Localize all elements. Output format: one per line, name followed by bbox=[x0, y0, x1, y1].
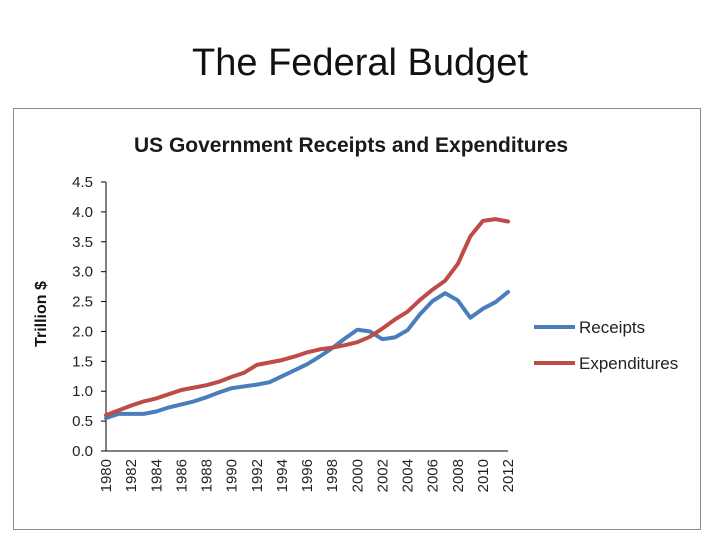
y-tick-label: 3.0 bbox=[72, 264, 93, 281]
x-tick-label: 1994 bbox=[274, 459, 291, 492]
chart-frame: US Government Receipts and Expenditures … bbox=[13, 108, 701, 530]
x-tick-label: 2004 bbox=[400, 459, 417, 492]
x-tick-labels: 1980 1982 1984 1986 1988 1990 1992 1994 1996 1998… bbox=[98, 459, 517, 492]
x-tick-label: 1980 bbox=[98, 459, 115, 492]
chart-title: US Government Receipts and Expenditures bbox=[134, 134, 568, 157]
y-tick-label: 0.5 bbox=[72, 413, 93, 430]
x-tick-label: 1992 bbox=[249, 459, 266, 492]
x-tick-label: 1998 bbox=[324, 459, 341, 492]
legend-label-expenditures: Expenditures bbox=[579, 354, 678, 373]
slide-title: The Federal Budget bbox=[192, 42, 528, 84]
x-tick-label: 1986 bbox=[173, 459, 190, 492]
x-tick-label: 2010 bbox=[475, 459, 492, 492]
y-tick-label: 1.0 bbox=[72, 383, 93, 400]
x-tick-label: 2008 bbox=[450, 459, 467, 492]
series-line-receipts bbox=[104, 290, 510, 421]
x-tick-label: 1988 bbox=[199, 459, 216, 492]
y-tick-label: 3.5 bbox=[72, 234, 93, 251]
x-tick-label: 2012 bbox=[500, 459, 517, 492]
y-tick-label: 2.0 bbox=[72, 323, 93, 340]
x-tick-label: 1996 bbox=[299, 459, 316, 492]
x-tick-label: 1990 bbox=[224, 459, 241, 492]
x-tick-label: 2000 bbox=[349, 459, 366, 492]
y-tick-label: 1.5 bbox=[72, 353, 93, 370]
legend: Receipts Expenditures bbox=[534, 318, 678, 373]
series-lines bbox=[104, 217, 510, 421]
y-tick-label: 4.0 bbox=[72, 204, 93, 221]
y-tick-label: 4.5 bbox=[72, 174, 93, 191]
x-tick-label: 1982 bbox=[123, 459, 140, 492]
y-tick-label: 2.5 bbox=[72, 294, 93, 311]
line-chart: US Government Receipts and Expenditures … bbox=[33, 134, 678, 492]
y-tick-label: 0.0 bbox=[72, 443, 93, 460]
series-line-expenditures bbox=[104, 217, 510, 418]
x-tick-label: 1984 bbox=[148, 459, 165, 492]
y-tick-labels: 0.0 0.5 1.0 1.5 2.0 2.5 3.0 3.5 4.0 4.5 bbox=[72, 174, 106, 460]
x-tick-label: 2006 bbox=[425, 459, 442, 492]
y-axis-label: Trillion $ bbox=[33, 281, 50, 347]
x-tick-label: 2002 bbox=[374, 459, 391, 492]
legend-label-receipts: Receipts bbox=[579, 318, 645, 337]
